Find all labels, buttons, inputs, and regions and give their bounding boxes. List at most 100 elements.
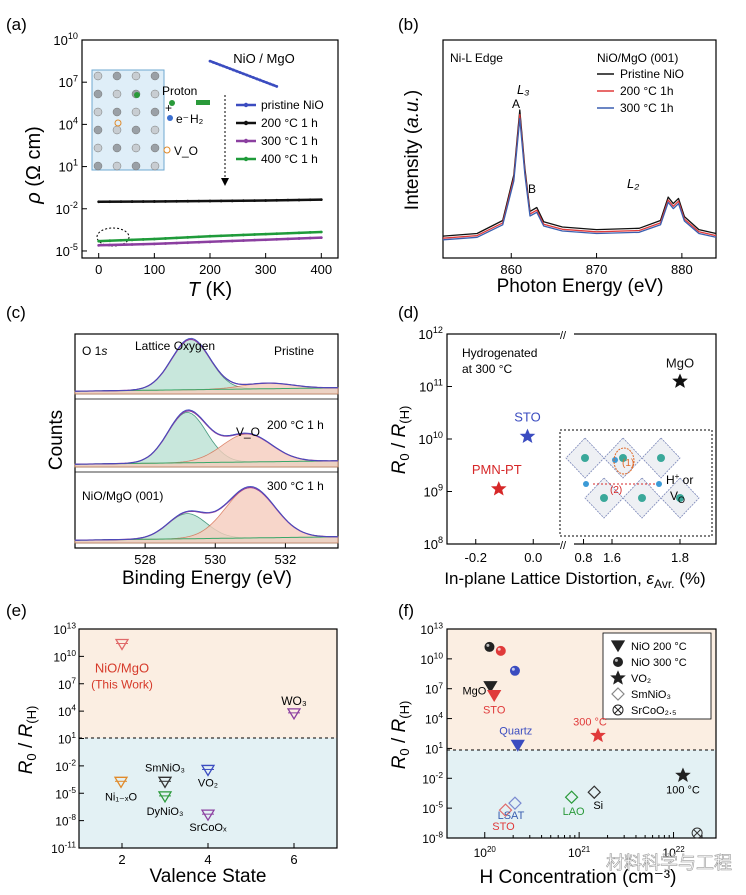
panel-c-label: (c) [6,303,26,322]
panel-c-xticks: 528 530 532 [134,543,296,567]
e-point-label-0: NiO/MgO [95,661,149,676]
a-series-1-marker-7 [175,199,179,203]
e-point-label-3: Ni₁₋ₓO [105,791,138,803]
e-ytick-label-0: 1013 [53,621,76,637]
a-series-1-marker-5 [152,200,156,203]
peak-a-label: A [512,97,520,111]
e-ytick-label-5: 10-2 [55,757,76,773]
e-point-1 [286,708,302,721]
a-xtick-label-3: 300 [255,262,277,277]
f-point-9 [508,796,522,811]
a-series-0-marker-12 [248,74,252,78]
edge-label: Ni-L Edge [450,51,503,65]
a-series-2-marker-6 [164,242,167,245]
a-legend-marker-2 [243,138,249,144]
e-point-6 [200,809,216,822]
electron-label: e⁻ [176,112,189,126]
d-xtick-label-1: 0.0 [524,550,542,565]
panel-f-legend: NiO 200 °C NiO 300 °C VO₂ SmNiO₃ SrCoO₂.₅ [610,640,687,717]
a-series-3-marker-17 [286,231,290,235]
d-point-0 [672,373,688,388]
a-series-0-marker-14 [255,77,259,81]
c-measured-0 [75,337,338,392]
panel-c-xlabel: Binding Energy (eV) [122,568,292,589]
lattice-atom [131,71,141,81]
a-series-0-marker-17 [265,81,269,85]
d-ytick-label-3: 109 [423,483,443,500]
panel-d-ylabel: R0 / R(H) [389,406,412,475]
peak-b-label: B [528,182,536,196]
axis-break-top: // [560,330,567,342]
f-point-12 [691,827,703,839]
lattice-atom [112,107,122,117]
e-point-3 [113,776,129,789]
a-legend-label-0: pristine NiO [261,98,324,112]
path2-label: (2) [610,485,622,496]
a-ytick-label-5: 10-5 [55,242,78,259]
f-xtick-label-0: 1020 [474,845,497,860]
octahedron-center-atom [619,454,627,462]
a-series-0-marker-19 [272,83,275,87]
a-ytick-label-4: 10-2 [55,200,78,217]
panel-a-label: (a) [6,15,27,34]
vacancy-label: V_O [174,144,198,158]
axis-break-bottom: // [560,540,567,552]
b-xtick-label-2: 880 [671,262,693,277]
highlight-ellipse [96,227,130,247]
a-series-0-marker-11 [245,73,249,77]
e-point-label-2: SmNiO₃ [145,762,185,774]
hydrogenated-note-2: at 300 °C [462,362,512,376]
lattice-atom [150,161,160,171]
panel-c-frame [74,333,339,549]
a-series-3-marker-8 [186,235,190,239]
panel-a-series [97,59,323,247]
decrease-arrowhead [221,178,229,186]
a-series-0-marker-15 [258,78,262,82]
e-point-label-6: SrCoOₓ [189,822,227,834]
lattice-atom [131,143,141,153]
a-xtick-label-2: 200 [199,262,221,277]
proton-label: Proton [162,84,197,98]
d-ytick-label-1: 1011 [419,378,443,395]
a-series-0-marker-7 [231,68,235,72]
a-xtick-label-0: 0 [95,262,102,277]
f-legend-label-3: SmNiO₃ [631,689,671,701]
f-xtick-label-2: 1022 [662,845,685,860]
path1-ellipse [613,447,635,475]
c-measured-1 [75,409,338,465]
panel-e-xlabel: Valence State [150,866,267,887]
f-point-0 [484,641,495,652]
a-series-1-marker-8 [186,199,190,203]
a-series-2-marker-10 [208,240,212,244]
d-point-2 [490,481,507,496]
spectrum-pristine-label: Pristine [274,344,314,358]
f-ytick-label-5: 10-2 [422,770,443,786]
e-point-label-5: VO₂ [198,777,218,789]
b-xtick-label-0: 860 [500,262,522,277]
f-ytick-label-7: 10-8 [422,830,443,846]
a-series-1-marker-0 [97,200,101,204]
e-ytick-label-1: 1010 [53,648,76,664]
a-series-3-marker-16 [275,232,279,236]
a-series-3-marker-11 [219,234,223,238]
a-xtick-label-1: 100 [143,262,165,277]
a-series-1-marker-16 [275,198,279,202]
inset-ion-2 [583,481,589,487]
panel-a-xlabel: T (K) [188,279,232,301]
panel-d-xlabel: In-plane Lattice Distortion, εAvr. (%) [444,569,705,591]
a-legend-marker-3 [243,156,249,162]
axis-break-mask [560,328,574,340]
f-legend-label-1: NiO 300 °C [631,657,687,669]
a-series-0-marker-20 [275,85,279,88]
f-point-5 [510,739,525,752]
a-series-1-marker-11 [219,199,223,203]
a-series-3-marker-15 [264,232,268,236]
a-series-2-marker-3 [130,243,134,246]
a-series-3-marker-10 [208,234,212,238]
inset-ion-3 [656,481,662,487]
a-ytick-label-3: 101 [58,158,78,175]
panel-a-ylabel: ρ (Ω cm) [23,126,45,205]
lattice-atom [150,125,160,135]
lattice-atom [93,71,103,81]
